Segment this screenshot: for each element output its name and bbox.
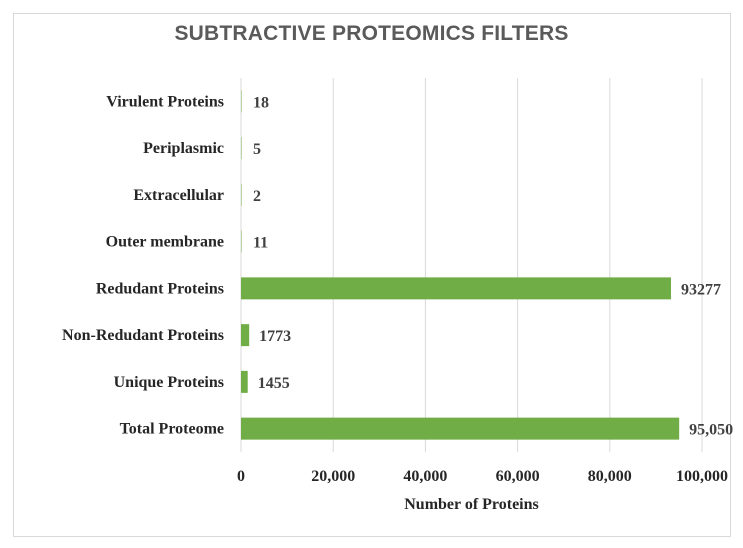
bar: [241, 90, 242, 113]
x-axis-title: Number of Proteins: [404, 496, 539, 513]
chart-title: SUBTRACTIVE PROTEOMICS FILTERS: [174, 22, 569, 45]
data-label: 93277: [681, 281, 721, 298]
x-tick-label: 100,000: [676, 468, 728, 485]
category-label: Outer membrane: [106, 234, 224, 251]
data-label: 18: [253, 94, 269, 111]
x-tick-label: 0: [237, 468, 245, 485]
x-tick-label: 80,000: [588, 468, 632, 485]
category-label: Periplasmic: [143, 140, 224, 157]
data-label: 5: [253, 141, 261, 158]
data-label: 11: [253, 235, 268, 252]
category-label: Non-Redudant Proteins: [62, 327, 224, 344]
x-tick-label: 40,000: [403, 468, 447, 485]
data-label: 1455: [258, 375, 290, 392]
chart-area: [13, 13, 731, 537]
category-label: Redudant Proteins: [96, 280, 224, 297]
bar: [241, 277, 672, 300]
category-label: Unique Proteins: [114, 374, 224, 391]
bar: [241, 417, 680, 440]
category-label: Extracellular: [133, 187, 224, 204]
bar: [241, 230, 242, 253]
data-label: 2: [253, 188, 261, 205]
category-label: Virulent Proteins: [106, 93, 224, 110]
x-tick-label: 20,000: [311, 468, 355, 485]
category-label: Total Proteome: [120, 421, 224, 438]
bar: [241, 137, 242, 160]
bar: [241, 324, 250, 347]
bar: [241, 183, 242, 206]
x-tick-label: 60,000: [496, 468, 540, 485]
bar: [241, 370, 248, 393]
data-label: 1773: [259, 328, 291, 345]
data-label: 95,050: [689, 422, 733, 439]
